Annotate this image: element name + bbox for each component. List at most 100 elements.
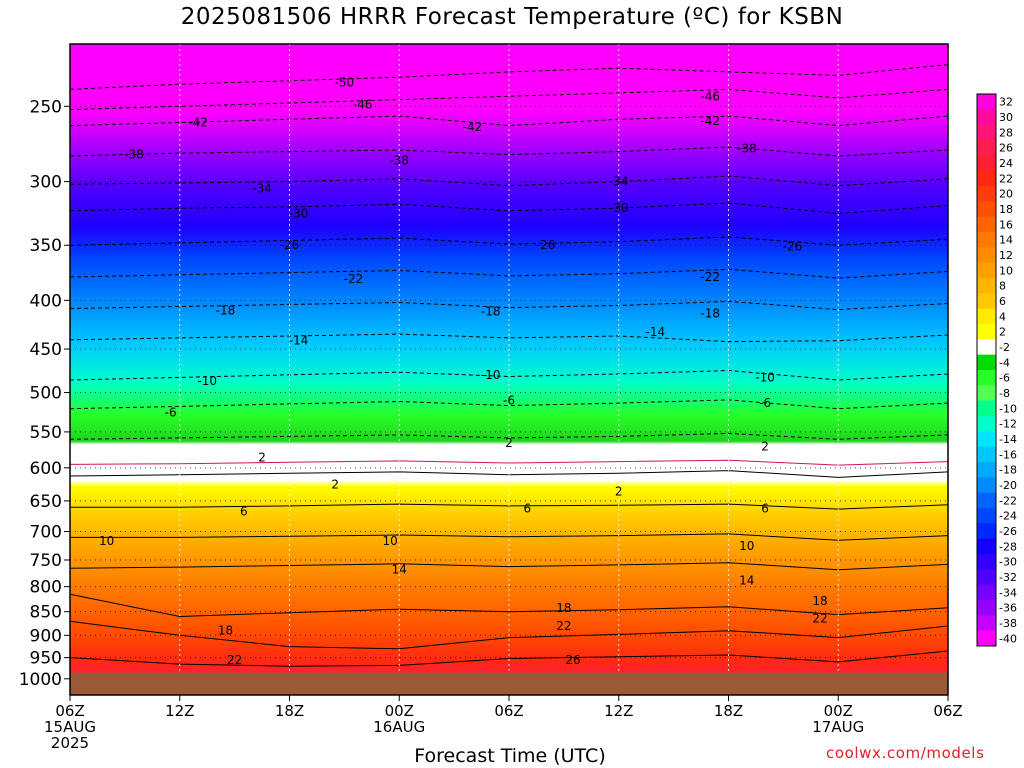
colorbar-label: 18 [999, 203, 1013, 216]
x-tick-label: 06Z [494, 702, 523, 720]
colorbar-swatch [977, 155, 996, 171]
x-tick-label: 17AUG [812, 718, 864, 736]
colorbar-swatch [977, 339, 996, 355]
x-tick-label: 12Z [604, 702, 633, 720]
isotherm-label: 22 [556, 619, 571, 633]
isotherm-label: -14 [646, 325, 666, 339]
y-tick-label: 500 [30, 384, 62, 404]
x-tick-label: 00Z [824, 702, 853, 720]
isotherm-26 [69, 650, 949, 667]
y-tick-label: 950 [30, 649, 62, 669]
colorbar-label: -12 [999, 418, 1017, 431]
colorbar-swatch [977, 615, 996, 631]
isotherm-label: 2 [258, 450, 266, 464]
isotherm-label: -22 [700, 270, 720, 284]
isotherm-0 [69, 459, 949, 466]
colorbar-swatch [977, 523, 996, 539]
isotherm-label: 18 [556, 601, 571, 615]
isotherm-lines [69, 64, 949, 667]
y-tick-label: 900 [30, 626, 62, 646]
x-tick-label: 00Z [385, 702, 414, 720]
colorbar: 32 30 28 26 24 22 20 18 16 14 12 10 8 6 4 2 -2 -4 -6 -8 -10 -… [976, 93, 1017, 647]
colorbar-swatch [977, 216, 996, 233]
colorbar-label: -38 [999, 617, 1017, 630]
isotherm-label: 10 [99, 534, 114, 548]
colorbar-label: 4 [999, 310, 1006, 323]
isotherm-14 [69, 562, 949, 571]
isotherm-label: -38 [737, 142, 757, 156]
colorbar-swatch [977, 124, 996, 141]
isotherm-label: 2 [761, 440, 769, 454]
colorbar-label: -22 [999, 494, 1017, 507]
colorbar-label: 12 [999, 249, 1013, 262]
colorbar-label: -14 [999, 433, 1017, 446]
colorbar-label: -4 [999, 356, 1010, 369]
isotherm-label: -22 [344, 272, 364, 286]
colorbar-swatch [977, 278, 996, 294]
x-tick-label: 18Z [714, 702, 743, 720]
colorbar-swatch [977, 477, 996, 493]
isotherm-label: 10 [382, 534, 397, 548]
ground-surface [70, 672, 948, 695]
isotherm-label: -42 [463, 120, 483, 134]
colorbar-swatch [977, 600, 996, 616]
isotherm-label: -46 [353, 98, 373, 112]
colorbar-label: 22 [999, 172, 1013, 185]
colorbar-label: 16 [999, 218, 1013, 231]
colorbar-swatch [977, 492, 996, 509]
isotherm-label: -18 [700, 307, 720, 321]
isotherm-label: -6 [165, 406, 177, 420]
isotherm-label: 2 [331, 478, 339, 492]
isotherm-label: -50 [335, 75, 355, 89]
colorbar-swatch [977, 354, 996, 371]
colorbar-swatch [977, 584, 996, 601]
colorbar-frame [976, 93, 997, 647]
isotherm-label: -10 [481, 368, 501, 382]
isotherm-label: 6 [761, 501, 769, 515]
isotherm-label: 26 [565, 653, 580, 667]
colorbar-label: -32 [999, 571, 1017, 584]
y-tick-label: 450 [30, 340, 62, 360]
y-tick-label: 400 [30, 291, 62, 311]
isotherm-label: 2 [615, 484, 623, 498]
axes: 250 300 350 400 450 500 550 600 650 700 750 800 850 9… [19, 43, 963, 752]
colorbar-swatch [977, 370, 996, 386]
colorbar-swatch [977, 308, 996, 325]
colorbar-label: 20 [999, 188, 1013, 201]
colorbar-label: 10 [999, 264, 1013, 277]
colorbar-swatch [977, 94, 996, 110]
colorbar-swatch [977, 416, 996, 432]
y-tick-label: 550 [30, 423, 62, 443]
colorbar-swatch [977, 293, 996, 309]
colorbar-label: -40 [999, 632, 1017, 645]
isotherm-labels: -50 -46 -46 -42 -42 -42 -38 -38 -38 -34 -34 -30 -30 -… [99, 75, 828, 666]
colorbar-swatch [977, 508, 996, 524]
isotherm--14 [69, 333, 949, 343]
y-tick-label: 350 [30, 236, 62, 256]
isotherm-label: 10 [739, 539, 754, 553]
chart-title: 2025081506 HRRR Forecast Temperature (ºC… [180, 4, 844, 30]
isotherm-label: -30 [609, 201, 629, 215]
x-tick-label: 06Z [933, 702, 962, 720]
y-tick-label: 1000 [19, 670, 62, 690]
credit-text: coolwx.com/models [826, 744, 985, 762]
colorbar-label: -8 [999, 387, 1010, 400]
isotherm-label: 2 [505, 436, 513, 450]
isotherm-label: -18 [481, 305, 501, 319]
colorbar-swatch [977, 109, 996, 125]
colorbar-swatch [977, 462, 996, 478]
x-tick-label: 16AUG [373, 718, 425, 736]
colorbar-swatch [977, 262, 996, 279]
isotherm-label: -6 [759, 396, 771, 410]
isotherm-label: -10 [197, 374, 217, 388]
colorbar-swatch [977, 400, 996, 417]
colorbar-label: -16 [999, 448, 1017, 461]
isotherm-label: -18 [216, 304, 236, 318]
colorbar-label: 6 [999, 295, 1006, 308]
isotherm-label: -42 [188, 115, 208, 129]
colorbar-label: 14 [999, 234, 1013, 247]
colorbar-label: -26 [999, 525, 1017, 538]
isotherm-label: 18 [218, 624, 233, 638]
isotherm-label: 6 [240, 505, 248, 519]
colorbar-label: 30 [999, 111, 1013, 124]
